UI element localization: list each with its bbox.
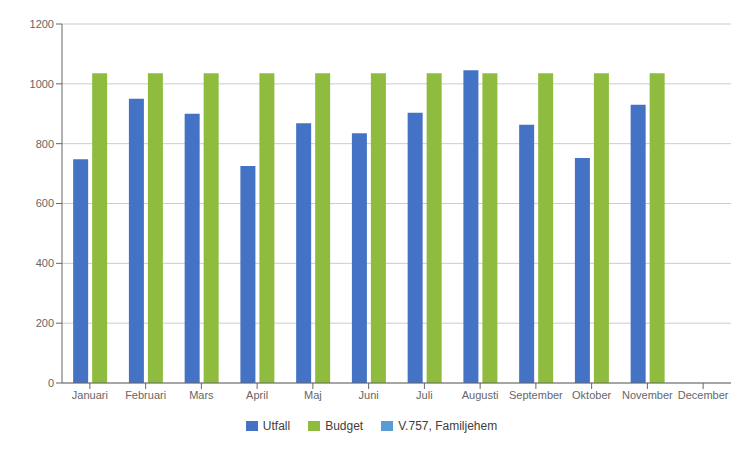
svg-text:Juli: Juli — [416, 389, 433, 401]
html-text:Budget: Budget — [325, 419, 364, 433]
svg-text:800: 800 — [36, 138, 54, 150]
svg-text:600: 600 — [36, 197, 54, 209]
html-text:Utfall: Utfall — [262, 419, 291, 433]
svg-text:200: 200 — [36, 317, 54, 329]
svg-text:April: April — [246, 389, 268, 401]
svg-text:November: November — [622, 389, 673, 401]
svg-text:Maj: Maj — [304, 389, 322, 401]
svg-text:400: 400 — [36, 257, 54, 269]
svg-text:Februari: Februari — [125, 389, 166, 401]
svg-text:September: September — [509, 389, 563, 401]
svg-text:December: December — [678, 389, 729, 401]
svg-text:1200: 1200 — [30, 18, 54, 30]
svg-text:Augusti: Augusti — [462, 389, 499, 401]
html-text:V.757, Familjehem: V.757, Familjehem — [398, 419, 498, 433]
svg-text:Mars: Mars — [189, 389, 214, 401]
svg-text:1000: 1000 — [30, 78, 54, 90]
svg-text:Oktober: Oktober — [572, 389, 611, 401]
svg-text:Juni: Juni — [359, 389, 379, 401]
svg-text:Januari: Januari — [72, 389, 108, 401]
svg-text:0: 0 — [48, 377, 54, 389]
